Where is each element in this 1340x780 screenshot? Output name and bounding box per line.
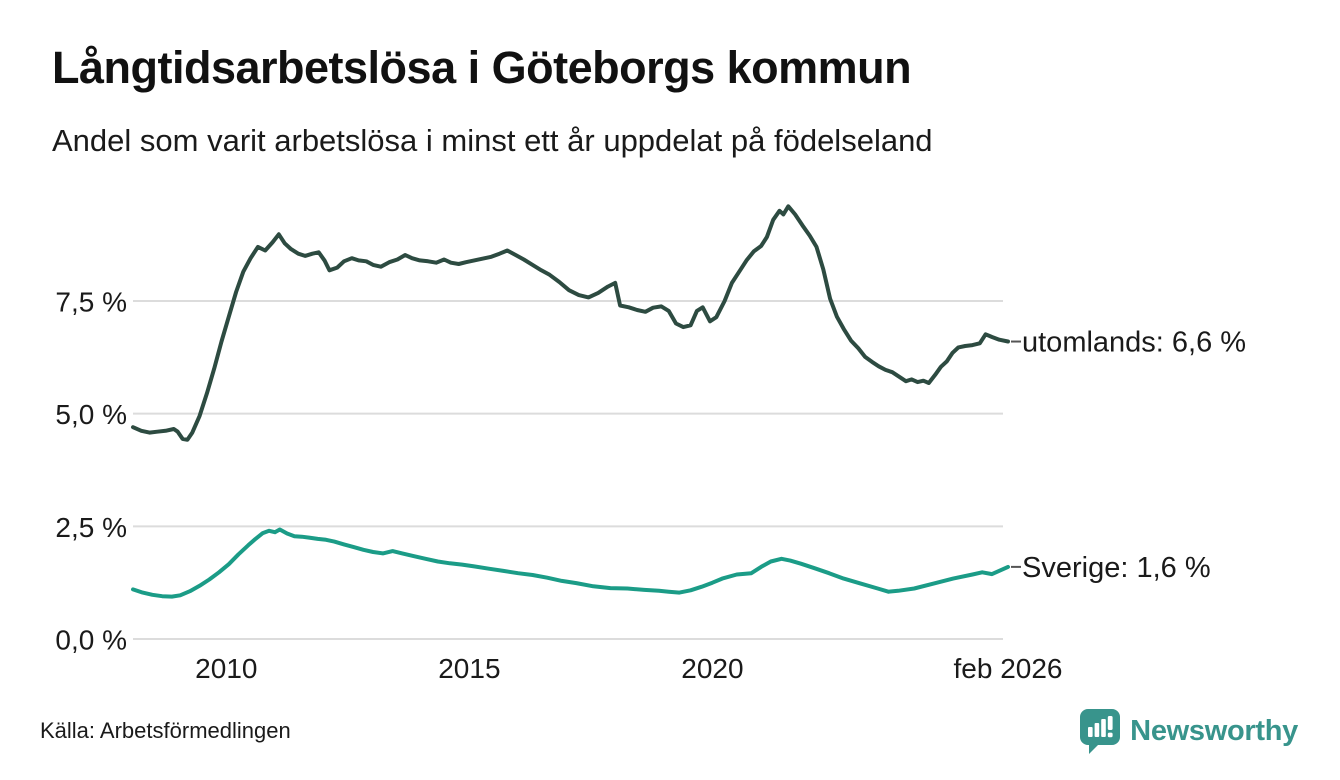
y-tick-label: 7,5 % [55, 286, 127, 317]
newsworthy-wordmark: Newsworthy [1130, 715, 1298, 747]
series-line-sverige [131, 527, 1010, 599]
newsworthy-logo: Newsworthy [1079, 708, 1298, 755]
x-tick-label: 2020 [681, 653, 743, 684]
y-tick-label: 5,0 % [55, 399, 127, 430]
series-label-sverige: Sverige: 1,6 % [1022, 552, 1211, 584]
newsworthy-speech-bubble-bar-chart-icon [1080, 709, 1121, 754]
source-note: Källa: Arbetsförmedlingen [40, 718, 291, 743]
x-tick-label: 2010 [195, 653, 257, 684]
y-tick-label: 0,0 % [55, 625, 127, 656]
y-tick-label: 2,5 % [55, 512, 127, 543]
x-tick-label: feb 2026 [954, 653, 1063, 684]
series-label-utomlands: utomlands: 6,6 % [1022, 327, 1246, 359]
x-tick-label: 2015 [438, 653, 500, 684]
series-line-utomlands [131, 204, 1010, 442]
page-subtitle: Andel som varit arbetslösa i minst ett å… [52, 123, 933, 158]
page-title: Långtidsarbetslösa i Göteborgs kommun [52, 42, 912, 93]
